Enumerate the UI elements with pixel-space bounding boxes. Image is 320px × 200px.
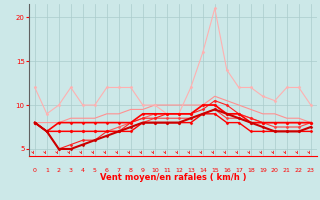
X-axis label: Vent moyen/en rafales ( km/h ): Vent moyen/en rafales ( km/h ) <box>100 174 246 183</box>
